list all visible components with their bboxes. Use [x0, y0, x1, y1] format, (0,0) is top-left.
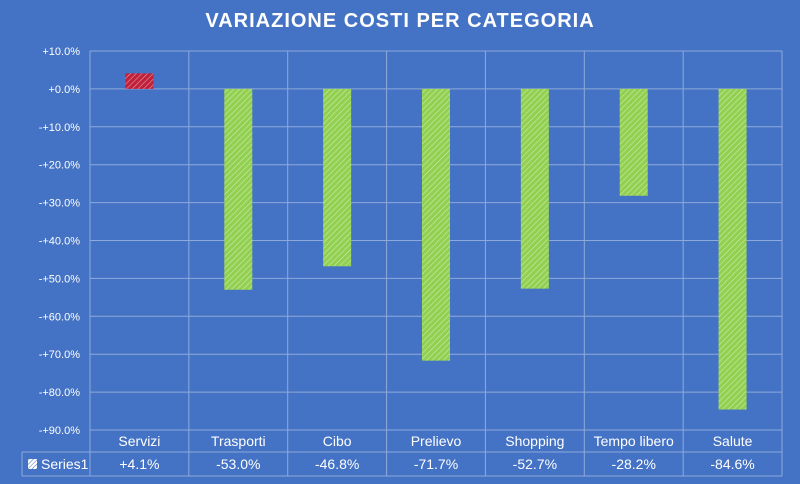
- y-tick-label: -+90.0%: [39, 425, 80, 437]
- bar: [619, 88, 648, 196]
- category-label: Trasporti: [211, 433, 266, 449]
- y-tick-label: +10.0%: [42, 46, 80, 58]
- data-label: -46.8%: [315, 456, 359, 472]
- data-label: -52.7%: [513, 456, 557, 472]
- data-label: -53.0%: [216, 456, 260, 472]
- y-tick-label: -+40.0%: [39, 236, 80, 248]
- y-tick-label: -+10.0%: [39, 122, 80, 134]
- bar: [224, 88, 253, 290]
- y-tick-label: +0.0%: [49, 84, 81, 96]
- bar: [718, 88, 747, 410]
- y-tick-label: -+20.0%: [39, 160, 80, 172]
- category-label: Salute: [713, 433, 753, 449]
- y-tick-label: -+70.0%: [39, 349, 80, 361]
- bar: [422, 88, 450, 361]
- category-label: Prelievo: [411, 433, 462, 449]
- y-tick-label: -+50.0%: [39, 273, 80, 285]
- data-label: +4.1%: [119, 456, 159, 472]
- chart-title: VARIAZIONE COSTI PER CATEGORIA: [205, 10, 595, 32]
- y-tick-label: -+80.0%: [39, 387, 80, 399]
- y-tick-label: -+30.0%: [39, 198, 80, 210]
- data-label: -84.6%: [710, 456, 754, 472]
- bar: [323, 88, 352, 267]
- category-label: Cibo: [323, 433, 352, 449]
- category-label: Shopping: [505, 433, 564, 449]
- category-label: Tempo libero: [594, 433, 674, 449]
- data-label: -28.2%: [612, 456, 656, 472]
- legend-key: [28, 459, 37, 469]
- category-label: Servizi: [118, 433, 160, 449]
- bar: [520, 88, 549, 289]
- data-label: -71.7%: [414, 456, 458, 472]
- y-tick-label: -+60.0%: [39, 311, 80, 323]
- legend-series-name: Series1: [41, 456, 89, 472]
- bar: [125, 73, 154, 89]
